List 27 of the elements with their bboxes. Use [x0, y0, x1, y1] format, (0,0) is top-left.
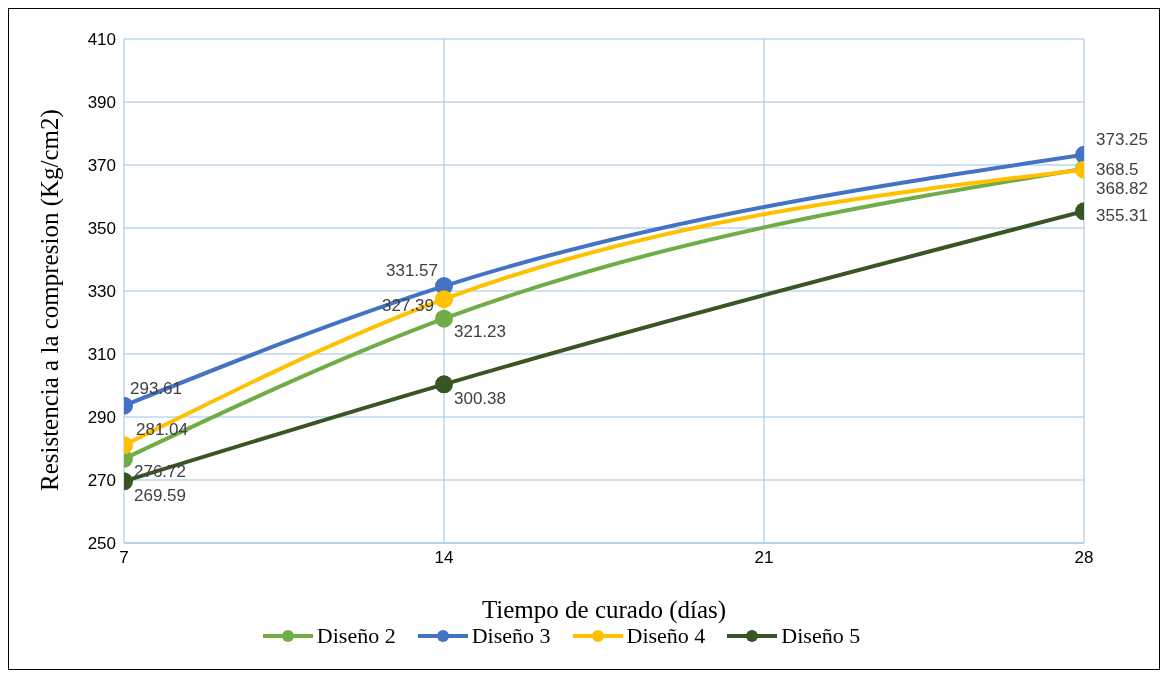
- y-tick-label: 290: [87, 408, 116, 428]
- y-tick-label: 370: [87, 156, 116, 176]
- data-label: 321.23: [454, 321, 506, 341]
- data-label: 368.5: [1096, 159, 1139, 179]
- y-axis-title: Resistencia a la compresion (Kg/cm2): [35, 109, 64, 491]
- data-label: 373.25: [1096, 129, 1148, 149]
- x-tick-label: 14: [434, 548, 454, 568]
- y-tick-label: 350: [87, 219, 116, 239]
- y-tick-label: 270: [87, 471, 116, 491]
- data-label: 300.38: [454, 389, 506, 409]
- legend-label: Diseño 3: [471, 623, 551, 649]
- x-axis-title: Tiempo de curado (días): [481, 596, 727, 624]
- legend-label: Diseño 5: [781, 623, 861, 649]
- x-tick-label: 7: [119, 548, 129, 568]
- data-label: 269.59: [134, 486, 186, 506]
- legend-label: Diseño 2: [316, 623, 396, 649]
- x-tick-label: 21: [754, 548, 774, 568]
- y-tick-label: 390: [87, 93, 116, 113]
- y-tick-label: 410: [87, 30, 116, 50]
- y-tick-label: 330: [87, 282, 116, 302]
- data-label: 355.31: [1096, 206, 1148, 226]
- legend-label: Diseño 4: [626, 623, 706, 649]
- y-tick-label: 310: [87, 345, 116, 365]
- data-label: 331.57: [386, 261, 438, 281]
- x-tick-label: 28: [1074, 548, 1094, 568]
- y-tick-label: 250: [87, 534, 116, 554]
- data-label: 368.82: [1096, 178, 1148, 198]
